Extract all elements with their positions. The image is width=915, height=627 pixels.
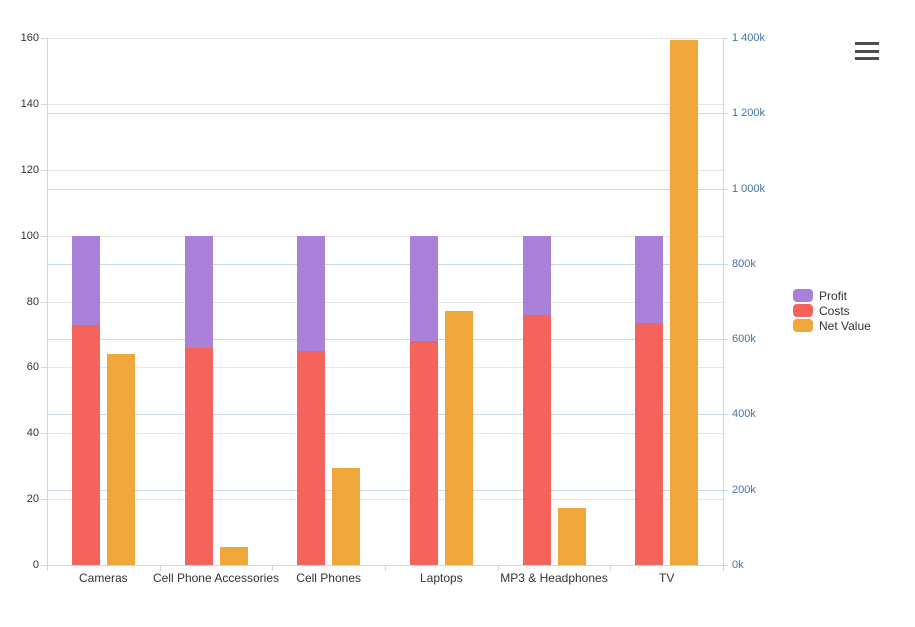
bar-net-value-cameras[interactable] xyxy=(106,354,135,565)
legend-label: Costs xyxy=(819,303,850,318)
bar-costs-cell-phones[interactable] xyxy=(297,350,326,565)
bar-net-value-cell-phone-accessories[interactable] xyxy=(219,546,248,565)
legend-item-costs[interactable]: Costs xyxy=(793,303,871,318)
right-axis-line xyxy=(723,38,724,565)
legend-item-profit[interactable]: Profit xyxy=(793,288,871,303)
x-axis-category-label: Cell Phones xyxy=(296,571,362,585)
gridline-right-axis xyxy=(47,189,723,190)
x-axis-category-label: Cell Phone Accessories xyxy=(152,571,280,585)
right-axis-label: 400k xyxy=(732,408,756,420)
right-axis-tick xyxy=(723,565,728,566)
bar-profit-tv[interactable] xyxy=(635,235,664,323)
x-axis-tick xyxy=(610,565,611,571)
left-axis-tick xyxy=(41,38,47,39)
gridline-left-axis xyxy=(47,499,723,500)
right-axis-tick xyxy=(723,38,728,39)
left-axis-tick xyxy=(41,565,47,566)
right-axis-tick xyxy=(723,339,728,340)
left-axis-label: 80 xyxy=(26,296,39,308)
bar-costs-cell-phone-accessories[interactable] xyxy=(184,347,213,565)
gridline-left-axis xyxy=(47,38,723,39)
right-axis-label: 1 200k xyxy=(732,107,766,119)
right-axis-tick xyxy=(723,264,728,265)
left-axis-label: 100 xyxy=(20,230,39,242)
chart-context-menu-button[interactable] xyxy=(850,36,884,66)
x-axis-tick xyxy=(47,565,48,571)
right-axis-label: 200k xyxy=(732,484,756,496)
left-axis-label: 140 xyxy=(20,98,39,110)
x-axis-category-label: Laptops xyxy=(419,571,463,585)
left-axis-tick xyxy=(41,367,47,368)
gridline-right-axis xyxy=(47,113,723,114)
right-axis-label: 800k xyxy=(732,258,756,270)
bar-net-value-mp3-headphones[interactable] xyxy=(557,507,586,565)
gridline-right-axis xyxy=(47,414,723,415)
hamburger-icon xyxy=(855,49,879,53)
left-axis-label: 160 xyxy=(20,32,39,44)
bar-profit-cameras[interactable] xyxy=(71,235,100,325)
bar-costs-tv[interactable] xyxy=(635,322,664,565)
hamburger-icon xyxy=(855,42,879,45)
right-axis-label: 1 000k xyxy=(732,183,766,195)
gridline-right-axis xyxy=(47,490,723,491)
gridline-left-axis xyxy=(47,302,723,303)
left-axis-label: 120 xyxy=(20,164,39,176)
bar-profit-mp3-headphones[interactable] xyxy=(522,235,551,315)
right-axis-tick xyxy=(723,189,728,190)
x-axis-tick xyxy=(498,565,499,571)
x-axis-tick xyxy=(160,565,161,571)
right-axis-tick xyxy=(723,113,728,114)
gridline-right-axis xyxy=(47,264,723,265)
gridline-right-axis xyxy=(47,339,723,340)
bar-costs-mp3-headphones[interactable] xyxy=(522,314,551,565)
gridline-left-axis xyxy=(47,236,723,237)
left-axis-tick xyxy=(41,104,47,105)
legend-item-net-value[interactable]: Net Value xyxy=(793,318,871,333)
gridline-left-axis xyxy=(47,433,723,434)
legend-label: Net Value xyxy=(819,318,871,333)
left-axis-label: 0 xyxy=(32,559,39,571)
left-axis-tick xyxy=(41,499,47,500)
hamburger-icon xyxy=(855,57,879,60)
gridline-left-axis xyxy=(47,170,723,171)
right-axis-tick xyxy=(723,414,728,415)
gridline-left-axis xyxy=(47,104,723,105)
bar-net-value-laptops[interactable] xyxy=(444,310,473,565)
gridline-left-axis xyxy=(47,367,723,368)
bar-profit-cell-phones[interactable] xyxy=(297,235,326,351)
left-axis-label: 40 xyxy=(26,427,39,439)
x-axis-tick xyxy=(385,565,386,571)
left-axis-tick xyxy=(41,302,47,303)
left-axis-label: 60 xyxy=(26,361,39,373)
right-axis-label: 1 400k xyxy=(732,32,766,44)
bar-net-value-tv[interactable] xyxy=(670,39,699,565)
legend-label: Profit xyxy=(819,288,848,303)
bar-profit-cell-phone-accessories[interactable] xyxy=(184,235,213,348)
legend-swatch-icon xyxy=(793,304,813,317)
right-axis-label: 600k xyxy=(732,333,756,345)
bar-costs-laptops[interactable] xyxy=(409,341,438,565)
x-axis-category-label: TV xyxy=(658,571,675,585)
bar-costs-cameras[interactable] xyxy=(71,324,100,565)
legend: Profit Costs Net Value xyxy=(793,288,871,333)
legend-swatch-icon xyxy=(793,289,813,302)
bar-profit-laptops[interactable] xyxy=(409,235,438,342)
bar-net-value-cell-phones[interactable] xyxy=(332,467,361,565)
left-axis-tick xyxy=(41,433,47,434)
x-axis-tick xyxy=(723,565,724,571)
left-axis-line xyxy=(47,38,48,565)
x-axis-category-label: MP3 & Headphones xyxy=(500,571,608,585)
right-axis-tick xyxy=(723,490,728,491)
legend-swatch-icon xyxy=(793,319,813,332)
left-axis-label: 20 xyxy=(26,493,39,505)
left-axis-tick xyxy=(41,236,47,237)
left-axis-tick xyxy=(41,170,47,171)
x-axis-tick xyxy=(272,565,273,571)
x-axis-category-label: Cameras xyxy=(78,571,128,585)
right-axis-label: 0k xyxy=(732,559,744,571)
